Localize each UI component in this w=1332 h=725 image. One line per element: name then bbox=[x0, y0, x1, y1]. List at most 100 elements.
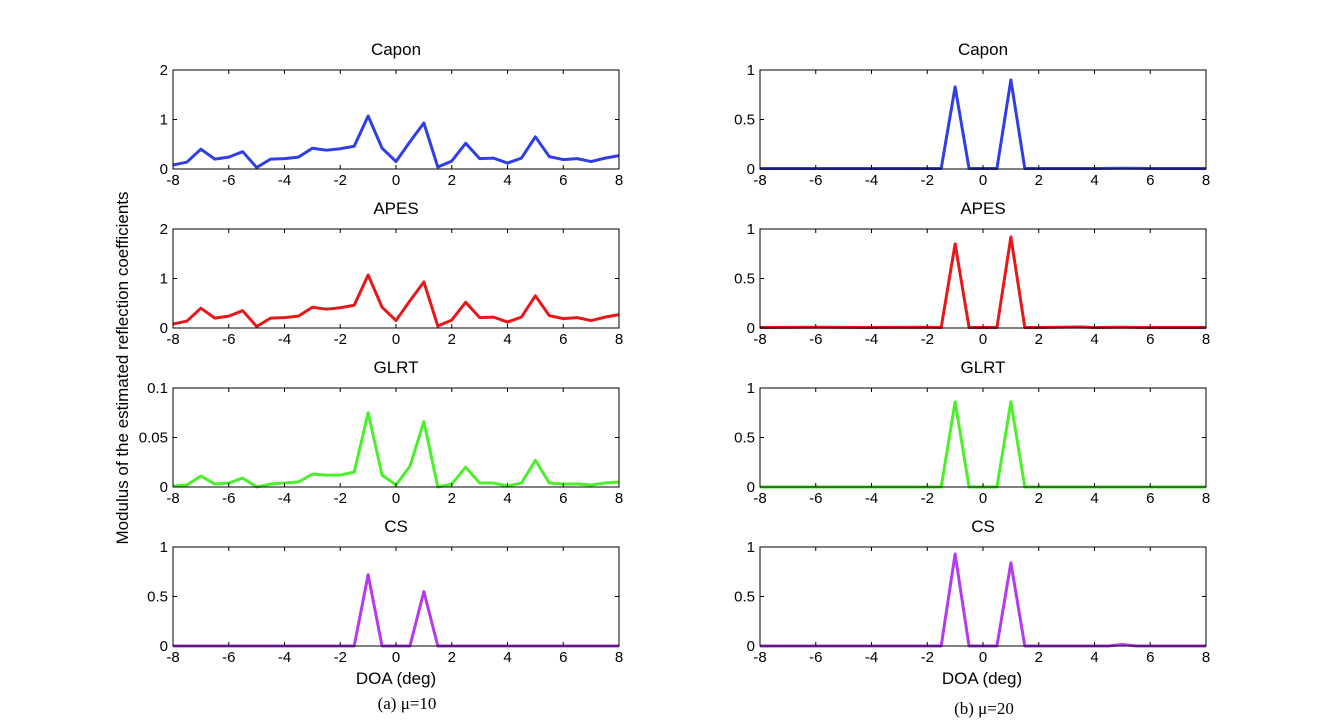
x-tick-label: -2 bbox=[921, 490, 934, 507]
x-tick-label: 8 bbox=[1202, 172, 1210, 189]
series-line-glrt bbox=[760, 400, 1206, 489]
subplot-glrt-a: GLRT -8 -6 -4 -2 0 2 4 6 8 0 0.05 0.1 bbox=[139, 358, 623, 507]
x-tick-label: 4 bbox=[1090, 490, 1098, 507]
x-tick-label: 0 bbox=[392, 331, 400, 348]
x-tick-label: 4 bbox=[1090, 331, 1098, 348]
x-tick-label: 0 bbox=[392, 649, 400, 666]
x-tick-label: 2 bbox=[1035, 331, 1043, 348]
axes-frame bbox=[759, 228, 1207, 329]
x-tick-label: -8 bbox=[753, 331, 766, 348]
y-tick-label: 0 bbox=[747, 320, 755, 337]
x-tick-label: -6 bbox=[222, 490, 235, 507]
x-tick-label: -4 bbox=[278, 172, 291, 189]
subplot-title: CS bbox=[971, 517, 995, 536]
x-tick-label: -4 bbox=[865, 331, 878, 348]
x-tick-label: -8 bbox=[166, 649, 179, 666]
x-tick-label: -2 bbox=[334, 490, 347, 507]
axes-frame bbox=[172, 546, 620, 647]
x-axis-label-left: DOA (deg) bbox=[356, 669, 436, 688]
y-tick-label: 0.05 bbox=[139, 430, 168, 447]
y-axis-label: Modulus of the estimated reflection coef… bbox=[113, 191, 132, 544]
x-tick-label: -8 bbox=[166, 172, 179, 189]
x-tick-label: 2 bbox=[1035, 649, 1043, 666]
axes-frame bbox=[759, 69, 1207, 170]
y-tick-label: 0.5 bbox=[734, 589, 755, 606]
series-line-capon bbox=[760, 78, 1206, 170]
x-tick-label: 4 bbox=[503, 172, 511, 189]
x-tick-label: 2 bbox=[1035, 490, 1043, 507]
x-tick-label: 4 bbox=[503, 331, 511, 348]
x-tick-label: 0 bbox=[979, 649, 987, 666]
x-tick-label: -4 bbox=[865, 172, 878, 189]
y-tick-label: 2 bbox=[160, 221, 168, 238]
subplot-cs-a: CS -8 -6 -4 -2 0 2 4 6 8 0 0.5 1 bbox=[147, 517, 623, 666]
x-tick-label: 6 bbox=[1146, 490, 1154, 507]
x-tick-label: -6 bbox=[809, 490, 822, 507]
y-tick-label: 1 bbox=[747, 380, 755, 397]
x-tick-label: -2 bbox=[334, 331, 347, 348]
series-line-apes bbox=[759, 235, 1206, 329]
x-tick-label: 8 bbox=[615, 172, 623, 189]
x-tick-label: -2 bbox=[921, 649, 934, 666]
x-tick-label: -8 bbox=[753, 649, 766, 666]
series-line-glrt bbox=[172, 411, 620, 489]
y-tick-label: 0.5 bbox=[734, 112, 755, 129]
x-tick-label: 2 bbox=[448, 331, 456, 348]
axes-frame bbox=[759, 387, 1207, 488]
x-tick-label: 6 bbox=[1146, 649, 1154, 666]
x-tick-label: 4 bbox=[503, 649, 511, 666]
x-tick-label: -2 bbox=[334, 172, 347, 189]
x-tick-label: -8 bbox=[753, 490, 766, 507]
subplot-apes-b: APES -8 -6 -4 -2 0 2 4 6 8 0 0.5 1 bbox=[734, 199, 1210, 348]
y-tick-label: 0 bbox=[747, 479, 755, 496]
x-tick-label: 6 bbox=[559, 172, 567, 189]
x-tick-label: 4 bbox=[503, 490, 511, 507]
caption-right: (b) μ=20 bbox=[954, 699, 1014, 718]
x-axis-label-right: DOA (deg) bbox=[942, 669, 1022, 688]
series-line-cs bbox=[760, 552, 1206, 648]
x-tick-label: 6 bbox=[1146, 331, 1154, 348]
y-tick-label: 0 bbox=[160, 479, 168, 496]
y-tick-label: 1 bbox=[160, 271, 168, 288]
axes-frame bbox=[172, 387, 620, 488]
x-tick-label: -2 bbox=[334, 649, 347, 666]
y-tick-label: 0 bbox=[747, 638, 755, 655]
x-tick-label: 6 bbox=[559, 331, 567, 348]
x-tick-label: 8 bbox=[615, 490, 623, 507]
y-tick-label: 1 bbox=[747, 221, 755, 238]
series-line-cs bbox=[173, 573, 619, 648]
x-tick-label: -6 bbox=[809, 649, 822, 666]
x-tick-label: 8 bbox=[1202, 490, 1210, 507]
x-tick-label: 6 bbox=[559, 649, 567, 666]
x-tick-label: -6 bbox=[809, 172, 822, 189]
subplot-title: Capon bbox=[958, 40, 1008, 59]
x-tick-label: -6 bbox=[809, 331, 822, 348]
x-tick-label: -4 bbox=[278, 490, 291, 507]
y-tick-label: 0 bbox=[160, 161, 168, 178]
x-tick-label: -4 bbox=[278, 331, 291, 348]
x-tick-label: -6 bbox=[222, 331, 235, 348]
series-line-apes bbox=[172, 273, 620, 329]
x-tick-label: 8 bbox=[1202, 649, 1210, 666]
x-tick-label: 0 bbox=[979, 331, 987, 348]
y-tick-label: 1 bbox=[747, 62, 755, 79]
axes-frame bbox=[759, 546, 1207, 647]
x-tick-label: -8 bbox=[166, 331, 179, 348]
subplot-cs-b: CS -8 -6 -4 -2 0 2 4 6 8 0 0.5 1 bbox=[734, 517, 1210, 666]
y-tick-label: 1 bbox=[747, 539, 755, 556]
x-tick-label: 8 bbox=[615, 331, 623, 348]
y-tick-label: 0.1 bbox=[147, 380, 168, 397]
x-tick-label: -8 bbox=[166, 490, 179, 507]
x-tick-label: -4 bbox=[865, 490, 878, 507]
x-tick-label: 2 bbox=[448, 172, 456, 189]
y-tick-label: 0.5 bbox=[147, 589, 168, 606]
subplot-title: GLRT bbox=[960, 358, 1005, 377]
y-tick-label: 0 bbox=[160, 320, 168, 337]
x-tick-label: 4 bbox=[1090, 172, 1098, 189]
x-tick-label: 6 bbox=[559, 490, 567, 507]
x-tick-label: -2 bbox=[921, 172, 934, 189]
y-tick-label: 1 bbox=[160, 112, 168, 129]
subplot-title: APES bbox=[373, 199, 418, 218]
x-tick-label: 8 bbox=[615, 649, 623, 666]
